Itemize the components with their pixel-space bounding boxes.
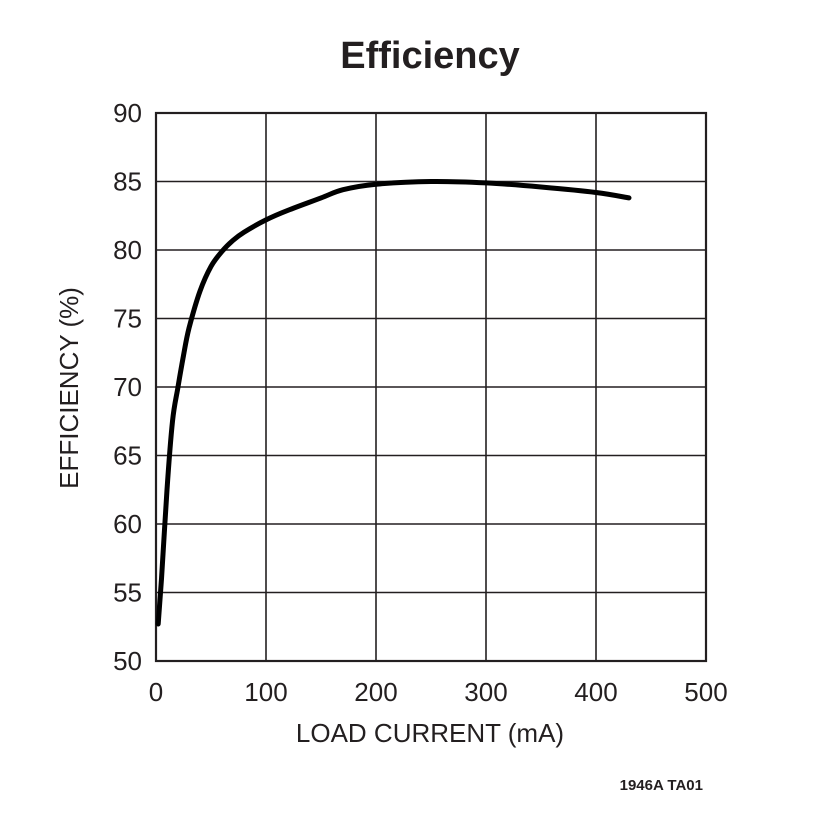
efficiency-curve xyxy=(155,178,632,627)
y-tick-label: 90 xyxy=(113,98,142,128)
y-tick-label: 65 xyxy=(113,441,142,471)
y-axis-ticks: 50 55 60 65 70 75 80 85 90 xyxy=(113,98,142,676)
y-axis-label: EFFICIENCY (%) xyxy=(54,287,84,489)
y-tick-label: 85 xyxy=(113,167,142,197)
chart-title: Efficiency xyxy=(340,35,520,77)
y-tick-label: 60 xyxy=(113,509,142,539)
x-axis-ticks: 0 100 200 300 400 500 xyxy=(149,677,728,707)
y-tick-label: 80 xyxy=(113,235,142,265)
y-tick-label: 70 xyxy=(113,372,142,402)
x-tick-label: 500 xyxy=(684,677,727,707)
x-tick-label: 100 xyxy=(244,677,287,707)
plot-frame xyxy=(154,111,708,663)
x-axis-label: LOAD CURRENT (mA) xyxy=(296,718,564,748)
grid xyxy=(154,111,708,663)
x-tick-label: 200 xyxy=(354,677,397,707)
y-tick-label: 55 xyxy=(113,578,142,608)
figure-code: 1946A TA01 xyxy=(620,777,703,794)
plot-area xyxy=(155,178,632,627)
x-tick-label: 400 xyxy=(574,677,617,707)
x-tick-label: 300 xyxy=(464,677,507,707)
y-tick-label: 50 xyxy=(113,646,142,676)
x-tick-label: 0 xyxy=(149,677,163,707)
y-tick-label: 75 xyxy=(113,304,142,334)
